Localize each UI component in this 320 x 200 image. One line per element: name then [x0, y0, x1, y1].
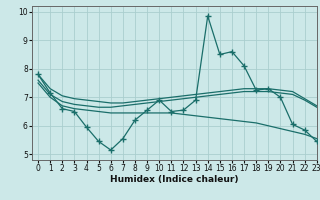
X-axis label: Humidex (Indice chaleur): Humidex (Indice chaleur): [110, 175, 239, 184]
